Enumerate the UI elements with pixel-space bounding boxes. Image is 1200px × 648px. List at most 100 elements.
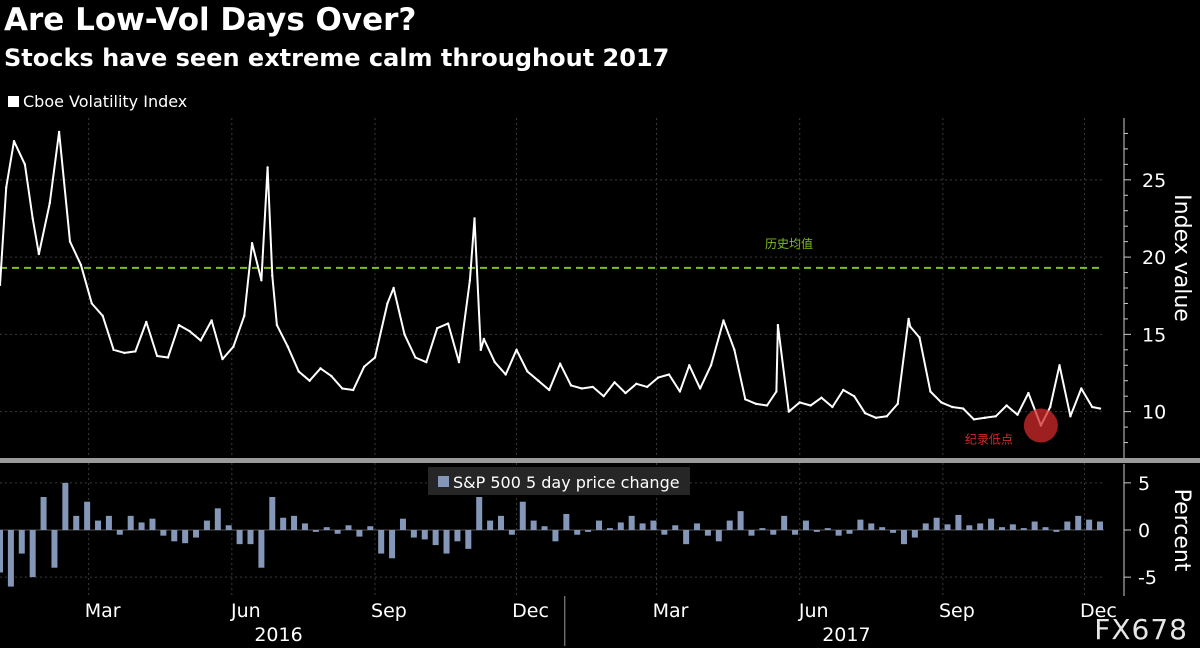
vix-point (733, 348, 736, 352)
vix-point (1058, 364, 1061, 367)
sp500-bar (84, 501, 91, 530)
chart-title: Are Low-Vol Days Over? (4, 2, 417, 38)
vix-point (250, 241, 254, 245)
vix-point (940, 401, 943, 404)
vix-point (155, 354, 159, 358)
sp500-bar (966, 525, 973, 530)
sp500-bar (29, 530, 36, 578)
sp500-bar (998, 527, 1005, 530)
sp500-bar (1031, 521, 1038, 530)
vix-point (403, 333, 406, 336)
vix-point (983, 416, 987, 420)
vix-point (386, 302, 389, 305)
sp500-bar (312, 530, 319, 532)
vix-point (635, 382, 638, 386)
sp500-bar (0, 530, 3, 573)
vix-point (863, 411, 867, 415)
sp500-bar (563, 513, 570, 530)
sp500-bar (236, 530, 243, 545)
sp500-bar (846, 530, 853, 534)
sp500-bar (465, 530, 472, 549)
vix-point (145, 320, 148, 324)
vix-point (79, 263, 83, 267)
sp500-legend-bg (428, 467, 690, 495)
sp500-bar (661, 530, 668, 535)
vix-point (688, 364, 691, 367)
vix-line (0, 130, 1101, 427)
vix-point (918, 336, 921, 339)
vix-point (468, 279, 472, 282)
month-tick-label: Sep (371, 600, 407, 622)
sp500-bar (977, 523, 984, 530)
vix-point (297, 370, 300, 373)
sp500-bar (617, 522, 624, 530)
vix-point (101, 314, 104, 318)
vix-point (907, 317, 910, 321)
sp500-bar (62, 482, 69, 530)
vix-point (188, 330, 192, 333)
sp500-bar (890, 530, 897, 533)
sp500-bar (726, 520, 733, 530)
vix-point (134, 350, 137, 353)
month-tick-label: Dec (512, 600, 549, 622)
bar-y-tick-label: -5 (1138, 567, 1157, 589)
vix-point (1027, 391, 1030, 395)
sp500-bar (269, 497, 276, 530)
sp500-bar (955, 514, 962, 530)
vix-point (591, 385, 594, 389)
sp500-bar (40, 497, 47, 530)
sp500-bar (672, 525, 679, 530)
vix-point (537, 379, 540, 382)
sp500-bar (280, 517, 287, 530)
sp500-bar (476, 497, 483, 530)
vix-point (243, 314, 246, 318)
vix-point (414, 356, 417, 359)
year-label: 2017 (822, 624, 870, 646)
sp500-bar (704, 530, 711, 536)
vix-point (1080, 387, 1083, 390)
vix-point (709, 364, 713, 367)
vix-point (260, 279, 263, 282)
vix-point (1091, 405, 1094, 409)
sp500-bar (258, 530, 265, 568)
sp500-bar (7, 530, 14, 587)
sp500-bar (127, 515, 134, 530)
vix-point (57, 130, 61, 134)
vix-point (613, 381, 616, 384)
month-tick-label: Sep (939, 600, 975, 622)
vix-point (457, 360, 461, 364)
sp500-bar (73, 515, 80, 530)
sp500-bar (160, 530, 167, 536)
sp500-bar (879, 527, 886, 530)
sp500-bar (541, 526, 548, 530)
vix-point (232, 345, 235, 348)
sp500-bar (301, 523, 308, 530)
sp500-bar (182, 530, 189, 544)
sp500-bar (1020, 528, 1027, 530)
sp500-bar (1042, 527, 1049, 530)
vix-point (166, 356, 170, 359)
vix-point (678, 390, 682, 393)
vix-point (602, 394, 605, 398)
vix-point (48, 201, 51, 205)
historical-mean-label: 历史均值 (765, 236, 813, 251)
sp500-bar (944, 524, 951, 530)
sp500-legend-label: S&P 500 5 day price change (453, 473, 680, 492)
vix-point (1049, 405, 1052, 409)
vix-point (744, 398, 747, 401)
sp500-bar (1009, 524, 1016, 530)
vix-point (515, 348, 518, 352)
sp500-panel: S&P 500 5 day price change (0, 467, 1104, 587)
sp500-bar (606, 528, 613, 530)
vix-point (972, 418, 976, 421)
vix-point (112, 348, 115, 352)
sp500-bar (1097, 521, 1103, 530)
vix-point (820, 396, 823, 399)
vix-point (646, 385, 649, 389)
sp500-bar (857, 519, 864, 530)
sp500-bar (432, 530, 439, 546)
sp500-bar (399, 518, 406, 530)
record-low-marker (1023, 408, 1058, 443)
vix-point (373, 356, 377, 359)
